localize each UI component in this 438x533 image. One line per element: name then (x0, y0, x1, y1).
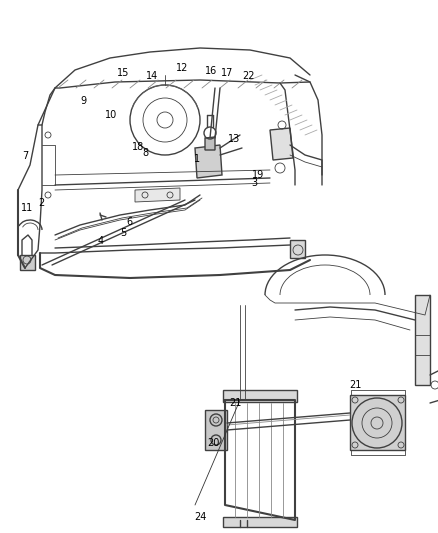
Text: 12: 12 (177, 63, 189, 72)
Polygon shape (195, 145, 222, 178)
Polygon shape (223, 390, 297, 402)
Polygon shape (270, 128, 293, 160)
Text: 11: 11 (21, 203, 33, 213)
Polygon shape (223, 517, 297, 527)
Text: 16: 16 (205, 66, 218, 76)
Text: 8: 8 (143, 148, 149, 158)
Text: 19: 19 (252, 170, 264, 180)
Text: 10: 10 (105, 109, 117, 119)
Text: 5: 5 (120, 228, 127, 238)
Text: 9: 9 (80, 96, 86, 106)
Text: 22: 22 (242, 71, 254, 81)
Text: 7: 7 (23, 151, 29, 161)
Text: 4: 4 (98, 236, 104, 246)
Text: 24: 24 (194, 512, 206, 522)
Text: 17: 17 (221, 68, 233, 78)
Text: 21: 21 (349, 380, 361, 390)
Polygon shape (415, 295, 430, 385)
Text: 13: 13 (228, 134, 240, 144)
Text: 15: 15 (117, 68, 130, 78)
Text: 6: 6 (127, 217, 133, 227)
Text: 21: 21 (229, 398, 241, 408)
Text: 2: 2 (39, 198, 45, 207)
Text: 3: 3 (251, 178, 258, 188)
Polygon shape (135, 188, 180, 202)
Polygon shape (290, 240, 305, 258)
Polygon shape (350, 395, 405, 450)
Text: 18: 18 (132, 142, 144, 152)
Text: 14: 14 (146, 71, 158, 81)
Text: 1: 1 (194, 154, 200, 164)
Polygon shape (205, 410, 227, 450)
Polygon shape (205, 137, 215, 150)
Polygon shape (20, 255, 35, 270)
Text: 20: 20 (207, 438, 219, 448)
